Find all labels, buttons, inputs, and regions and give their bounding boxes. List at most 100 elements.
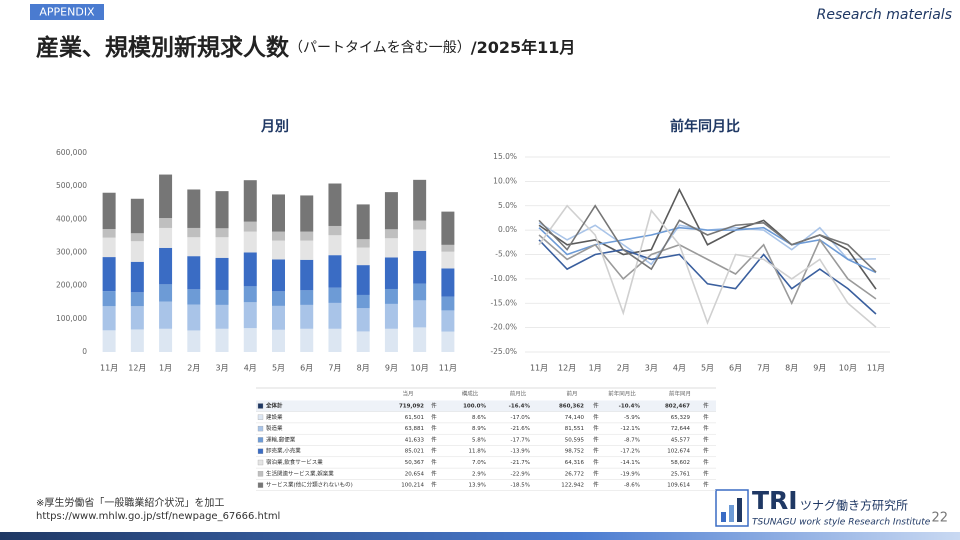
- logo-icon: [715, 489, 749, 527]
- x-tick-label: 4月: [244, 364, 257, 373]
- bar-segment: [300, 328, 314, 352]
- table-cell: 109,614: [667, 483, 690, 489]
- bar-segment: [187, 256, 201, 290]
- bar-segment: [328, 287, 342, 303]
- y-tick-label: -15.0%: [490, 298, 517, 307]
- bar-segment: [187, 289, 201, 305]
- bar-segment: [215, 237, 229, 258]
- y-tick-label: 100,000: [56, 314, 87, 323]
- x-tick-label: 2月: [617, 364, 630, 373]
- y-tick-label: 200,000: [56, 281, 87, 290]
- bar-segment: [441, 331, 455, 352]
- bar-segment: [441, 296, 455, 311]
- bar-segment: [215, 289, 229, 305]
- table-cell: 7.0%: [472, 460, 486, 466]
- series-line: [538, 204, 877, 328]
- bar-segment: [187, 330, 201, 352]
- bar-segment: [102, 237, 116, 258]
- corner-label: Research materials: [817, 7, 952, 23]
- bar-segment: [243, 328, 257, 352]
- table-cell: 102,674: [667, 449, 690, 455]
- table-cell: -17.7%: [511, 437, 530, 443]
- table-unit: 件: [593, 469, 599, 477]
- table-cell: -5.9%: [624, 415, 640, 421]
- bar-segment: [356, 239, 370, 248]
- table-unit: 件: [593, 458, 599, 466]
- source-url: https://www.mhlw.go.jp/stf/newpage_67666…: [36, 511, 280, 522]
- bar-segment: [356, 265, 370, 295]
- table-header: 前年同月比: [608, 390, 636, 398]
- table-cell: 122,942: [561, 483, 584, 489]
- x-tick-label: 10月: [839, 364, 857, 373]
- bar-segment: [413, 327, 427, 352]
- table-cell: 26,772: [565, 471, 584, 477]
- bar-segment: [356, 294, 370, 309]
- x-tick-label: 9月: [813, 364, 826, 373]
- bar-segment: [159, 227, 173, 248]
- bar-segment: [130, 198, 144, 234]
- bar-segment: [272, 329, 285, 352]
- bar-segment: [356, 204, 370, 240]
- title-main: 産業、規模別新規求人数: [36, 34, 290, 61]
- table-cell: 5.8%: [472, 437, 486, 443]
- bar-segment: [441, 244, 455, 252]
- bar-segment: [130, 292, 144, 307]
- bar-segment: [300, 195, 314, 232]
- bar-segment: [413, 220, 427, 230]
- table-cell: 41,633: [405, 437, 425, 443]
- table-unit: 件: [593, 481, 599, 489]
- bar-segment: [243, 286, 257, 303]
- series-line: [538, 239, 877, 315]
- bar-segment: [215, 228, 229, 238]
- table-cell: 100.0%: [463, 404, 486, 410]
- table-cell: 61,501: [405, 415, 424, 421]
- table-cell: -17.2%: [621, 449, 640, 455]
- chart-title: 月別: [260, 119, 289, 135]
- page-number: 22: [931, 511, 948, 526]
- row-label: サービス業(他に分類されないもの): [266, 481, 353, 489]
- bar-segment: [300, 240, 314, 260]
- table-cell: 802,467: [665, 404, 690, 410]
- table-cell: -18.5%: [511, 483, 530, 489]
- x-tick-label: 8月: [785, 364, 798, 373]
- bar-segment: [441, 211, 455, 245]
- bar-segment: [328, 183, 342, 226]
- tag-bg: [30, 4, 104, 20]
- bar-segment: [384, 303, 398, 329]
- row-label: 建設業: [266, 413, 283, 421]
- table-header: 前月: [566, 390, 577, 398]
- y-tick-label: 0.0%: [498, 225, 517, 234]
- bar-segment: [130, 306, 144, 330]
- x-tick-label: 11月: [530, 364, 548, 373]
- table-cell: 63,881: [405, 426, 424, 432]
- table-unit: 件: [431, 435, 437, 443]
- y-tick-label: 500,000: [56, 181, 87, 190]
- bar-segment: [413, 250, 427, 284]
- row-swatch: [257, 459, 264, 466]
- table-unit: 件: [703, 402, 709, 410]
- table-cell: -12.1%: [621, 426, 640, 432]
- bar-segment: [215, 257, 229, 290]
- table-cell: 50,595: [565, 437, 585, 443]
- bar-segment: [215, 191, 229, 229]
- table-cell: -17.0%: [511, 415, 530, 421]
- table-unit: 件: [703, 435, 709, 443]
- bar-segment: [187, 304, 201, 331]
- table-cell: 50,367: [405, 460, 425, 466]
- bottom-band: [0, 532, 960, 540]
- table-unit: 件: [431, 458, 437, 466]
- table-cell: 81,551: [565, 426, 584, 432]
- table-unit: 件: [703, 447, 709, 455]
- series-line: [538, 204, 877, 273]
- row-label: 生活関連サービス業,娯楽業: [266, 469, 334, 477]
- bar-segment: [356, 308, 370, 332]
- table-cell: 2.9%: [472, 471, 486, 477]
- table-unit: 件: [593, 447, 599, 455]
- bar-segment: [159, 218, 173, 228]
- row-label: 宿泊業,飲食サービス業: [266, 458, 323, 466]
- table-cell: -8.7%: [624, 437, 640, 443]
- source: ※厚生労働省「一般職業紹介状況」を加工: [36, 496, 224, 509]
- table-cell: -14.1%: [621, 460, 640, 466]
- table-unit: 件: [593, 402, 599, 410]
